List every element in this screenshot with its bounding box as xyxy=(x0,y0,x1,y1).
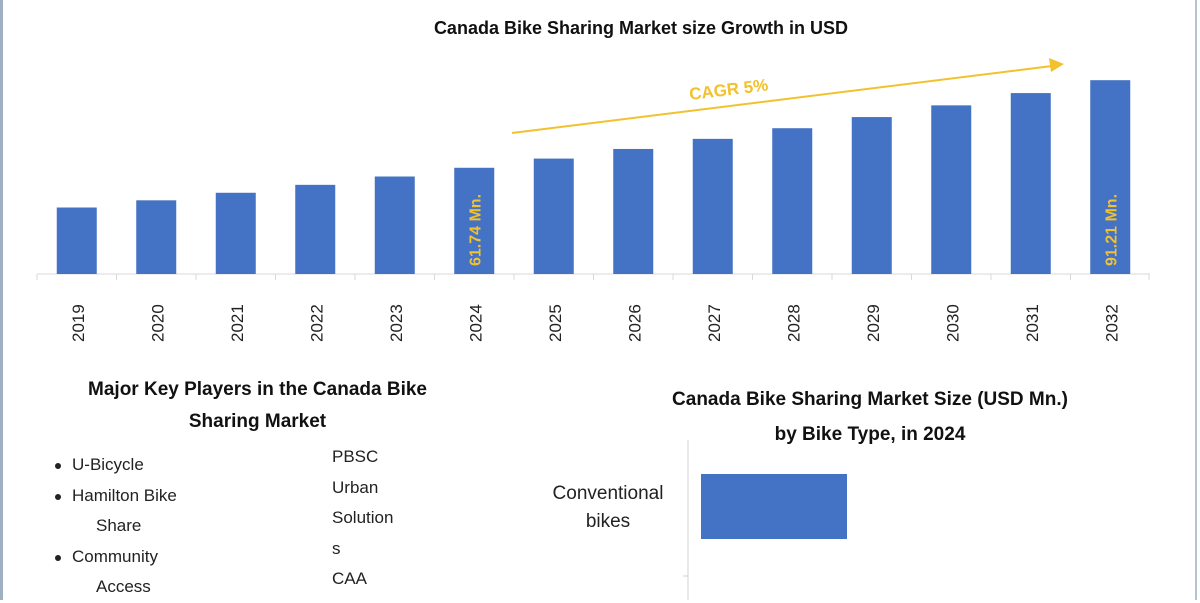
label-line: bikes xyxy=(585,511,631,532)
bar-conventional-bikes xyxy=(701,474,847,539)
growth-chart-title: Canada Bike Sharing Market size Growth i… xyxy=(433,18,849,38)
bar-2024 xyxy=(454,167,495,274)
bar-2029 xyxy=(851,117,892,274)
title-line: Canada Bike Sharing Market Size (USD Mn.… xyxy=(672,389,1068,410)
bar-2028 xyxy=(772,128,813,274)
category-label-conventional-bikes: Conventional bikes xyxy=(520,480,696,536)
player-line: Urban xyxy=(332,477,379,497)
x-tick-label: 2022 xyxy=(307,304,326,342)
players-list-left: U-Bicycle Hamilton Bike Share Community … xyxy=(52,450,177,603)
x-tick-label: 2024 xyxy=(466,304,485,342)
x-tick-label: 2020 xyxy=(148,304,167,342)
x-tick-label: 2027 xyxy=(705,304,724,342)
label-line: Conventional xyxy=(552,483,664,504)
growth-chart: 2019 2020 2021 2022 2023 2024 61.74 Mn. 2025 202… xyxy=(36,58,1150,342)
player-name: Community xyxy=(72,546,158,566)
data-label-2032: 91.21 Mn. xyxy=(1103,194,1120,266)
data-label-2024: 61.74 Mn. xyxy=(467,194,484,266)
bar-2023 xyxy=(374,176,415,274)
title-line: by Bike Type, in 2024 xyxy=(774,424,966,445)
player-line: PBSC xyxy=(332,447,379,466)
bar-2020 xyxy=(136,200,177,274)
players-title-line: Major Key Players in the Canada Bike xyxy=(88,379,427,400)
player-line: s xyxy=(332,538,341,558)
bar-2026 xyxy=(613,148,654,274)
cagr-label: CAGR 5% xyxy=(688,75,769,104)
bar-2019 xyxy=(56,207,97,274)
bike-type-chart-title: Canada Bike Sharing Market Size (USD Mn.… xyxy=(600,382,1140,452)
cagr-arrow-head-icon xyxy=(1049,58,1064,72)
x-tick-label: 2029 xyxy=(864,304,883,342)
players-list-right: PBSC Urban Solution s CAA xyxy=(332,442,393,595)
x-tick-label: 2030 xyxy=(943,304,962,342)
x-tick-label: 2021 xyxy=(228,304,247,342)
left-border xyxy=(0,0,3,600)
x-tick-label: 2032 xyxy=(1102,304,1121,342)
player-name-cont: Access xyxy=(96,577,151,596)
bar-2027 xyxy=(692,138,733,274)
x-tick-label: 2019 xyxy=(69,304,88,342)
x-tick-label: 2026 xyxy=(625,304,644,342)
bar-2022 xyxy=(295,184,336,274)
x-tick-label: 2028 xyxy=(784,304,803,342)
x-tick-label: 2025 xyxy=(546,304,565,342)
players-title: Major Key Players in the Canada Bike Sha… xyxy=(30,374,485,438)
player-line: CAA xyxy=(332,569,367,588)
player-name: U-Bicycle xyxy=(72,455,144,474)
player-item: Hamilton Bike xyxy=(52,481,177,512)
player-name: Hamilton Bike xyxy=(72,485,177,505)
cagr-arrow xyxy=(511,65,1053,134)
player-line: Solution xyxy=(332,508,394,527)
bar-2021 xyxy=(215,192,256,274)
bar-2032 xyxy=(1090,80,1131,274)
player-item: Community xyxy=(52,542,177,573)
player-item: U-Bicycle xyxy=(52,450,177,481)
bar-2030 xyxy=(931,105,972,274)
bar-2031 xyxy=(1010,93,1051,274)
players-title-line: Sharing Market xyxy=(188,411,327,432)
player-name-cont: Share xyxy=(96,516,142,535)
bar-2025 xyxy=(533,158,574,274)
x-tick-label: 2023 xyxy=(387,304,406,342)
right-border xyxy=(1195,0,1197,600)
x-tick-label: 2031 xyxy=(1023,304,1042,342)
